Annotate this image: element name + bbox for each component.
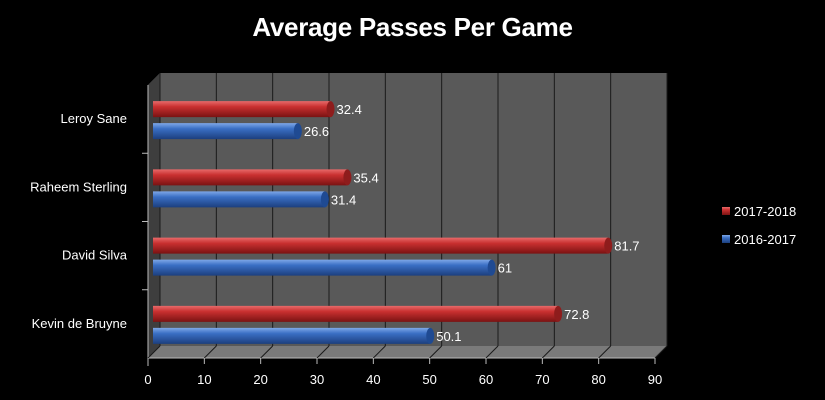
y-axis: Kevin de Bruyne David Silva Raheem Sterlin… [30, 111, 148, 331]
bar-body [153, 191, 325, 208]
bar-body [153, 237, 609, 254]
plot-wall [148, 73, 667, 358]
bar-cap [604, 237, 613, 254]
bar-2016-2017: 26.6 [153, 123, 329, 140]
x-tick-label: 20 [253, 372, 267, 387]
bar-cap [326, 101, 335, 118]
bars: 72.8 50.1 81.7 61 35.4 31.4 32.4 26.6 [153, 101, 640, 344]
gridline-floor [541, 345, 555, 359]
bar-body [153, 169, 348, 186]
gridline-floor [372, 345, 386, 359]
chart-title: Average Passes Per Game [252, 12, 573, 42]
legend-label: 2016-2017 [734, 232, 796, 247]
y-category-label: Leroy Sane [61, 111, 128, 126]
gridline-floor [485, 345, 499, 359]
data-label: 50.1 [436, 329, 461, 344]
gridline-floor [316, 345, 330, 359]
bar-body [153, 101, 331, 118]
gridline-floor [598, 345, 612, 359]
gridline-floor [147, 345, 161, 359]
y-category-label: Raheem Sterling [30, 179, 127, 194]
bar-body [153, 305, 559, 322]
bar-2017-2018: 81.7 [153, 237, 640, 254]
legend-swatch [722, 207, 730, 215]
y-category-label: David Silva [62, 248, 128, 263]
x-tick-label: 30 [310, 372, 324, 387]
bar-cap [487, 259, 496, 276]
data-label: 81.7 [614, 239, 639, 254]
x-tick-label: 0 [144, 372, 151, 387]
bar-2016-2017: 50.1 [153, 327, 462, 344]
y-category-label: Kevin de Bruyne [32, 316, 127, 331]
bar-cap [320, 191, 329, 208]
x-axis: 0 10 20 30 40 50 60 70 80 90 [144, 358, 662, 387]
x-tick-label: 40 [366, 372, 380, 387]
gridline-floor [429, 345, 443, 359]
bar-2017-2018: 32.4 [153, 101, 362, 118]
bar-2016-2017: 61 [153, 259, 512, 276]
bar-2017-2018: 35.4 [153, 169, 379, 186]
legend-swatch [722, 235, 730, 243]
x-tick-label: 10 [197, 372, 211, 387]
legend-label: 2017-2018 [734, 204, 796, 219]
data-label: 26.6 [304, 124, 329, 139]
bar-cap [426, 327, 435, 344]
data-label: 35.4 [353, 170, 378, 185]
data-label: 31.4 [331, 192, 356, 207]
bar-cap [343, 169, 352, 186]
legend: 2017-2018 2016-2017 [722, 204, 796, 247]
bar-body [153, 123, 298, 140]
x-tick-label: 80 [591, 372, 605, 387]
data-label: 72.8 [564, 307, 589, 322]
plot-area [147, 73, 667, 366]
x-tick-label: 60 [479, 372, 493, 387]
x-tick-label: 70 [535, 372, 549, 387]
bar-2016-2017: 31.4 [153, 191, 356, 208]
plot-floor [148, 346, 667, 358]
bar-cap [554, 305, 563, 322]
data-label: 32.4 [337, 102, 362, 117]
x-tick-label: 90 [648, 372, 662, 387]
gridline-floor [203, 345, 217, 359]
gridline-floor [260, 345, 274, 359]
bar-cap [293, 123, 302, 140]
bar-body [153, 327, 431, 344]
x-tick-label: 50 [422, 372, 436, 387]
gridline-floor [654, 345, 668, 359]
gridlines [147, 73, 668, 359]
plot-side-wall [148, 73, 160, 358]
bar-2017-2018: 72.8 [153, 305, 589, 322]
bar-body [153, 259, 492, 276]
data-label: 61 [498, 261, 512, 276]
